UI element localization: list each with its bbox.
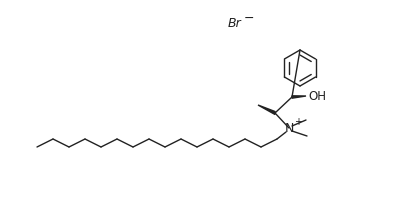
Text: +: + (294, 117, 302, 127)
Text: Br: Br (228, 17, 242, 29)
Polygon shape (292, 96, 306, 98)
Text: OH: OH (308, 90, 326, 102)
Text: −: − (244, 12, 255, 24)
Polygon shape (258, 105, 275, 114)
Text: N: N (284, 121, 294, 135)
